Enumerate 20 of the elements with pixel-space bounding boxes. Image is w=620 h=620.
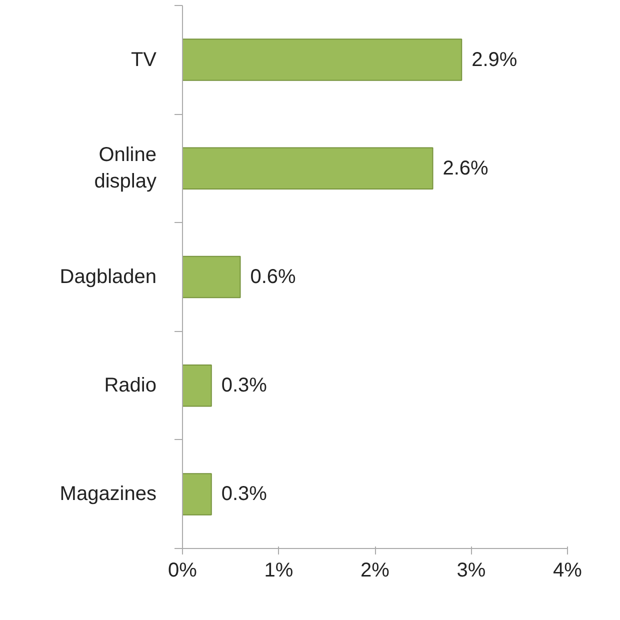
data-label: 2.6% (442, 157, 489, 180)
x-tick-label: 1% (264, 560, 294, 582)
y-tick-label: Radio (104, 374, 157, 397)
data-label: 0.3% (221, 374, 268, 397)
x-tick-label: 2% (360, 560, 390, 582)
data-label: 0.3% (221, 483, 268, 506)
bar (182, 38, 462, 81)
x-tick-label: 0% (168, 560, 198, 582)
bar (182, 256, 241, 298)
x-tick-label: 3% (456, 560, 486, 582)
bar (182, 473, 212, 516)
y-tick-label: Dagbladen (60, 266, 156, 288)
y-tick-label: Magazines (60, 483, 156, 506)
y-tick-label: Online display (94, 144, 157, 193)
bar (182, 364, 212, 407)
data-label: 0.6% (250, 266, 296, 288)
bar (182, 147, 434, 190)
y-tick-label: TV (130, 48, 158, 71)
data-label: 2.9% (472, 48, 518, 71)
x-tick-label: 4% (553, 560, 582, 582)
